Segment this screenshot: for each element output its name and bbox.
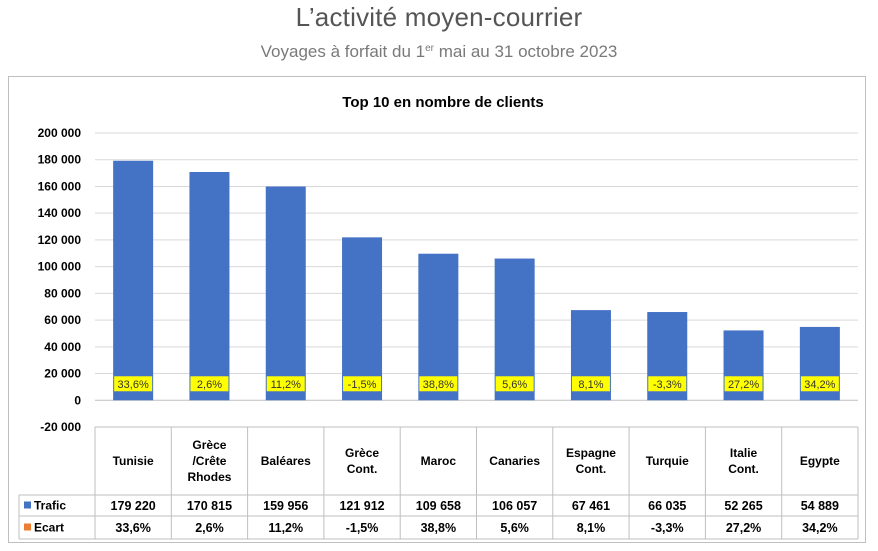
category-label: /Crête (192, 454, 226, 468)
table-value-trafic: 54 889 (801, 499, 839, 513)
table-value-ecart: -1,5% (346, 521, 379, 535)
table-value-ecart: 38,8% (421, 521, 456, 535)
subtitle-suffix: mai au 31 octobre 2023 (434, 42, 618, 61)
data-label-bg (724, 376, 763, 392)
y-tick-label: 200 000 (38, 126, 82, 140)
table-value-trafic: 66 035 (648, 499, 686, 513)
data-label-bg (571, 376, 610, 392)
y-tick-label: -20 000 (40, 420, 81, 434)
data-label-ecart: -3,3% (653, 379, 682, 391)
y-tick-label: 140 000 (38, 206, 82, 220)
bar-trafic (265, 186, 306, 401)
y-tick-label: 100 000 (38, 260, 82, 274)
legend-label-trafic: Trafic (34, 499, 66, 513)
y-tick-label: 60 000 (44, 313, 81, 327)
category-label: Turquie (646, 454, 689, 468)
category-label: Cont. (728, 462, 759, 476)
category-label: Italie (730, 446, 758, 460)
category-label: Grèce (345, 446, 379, 460)
category-label: Maroc (421, 454, 457, 468)
table-value-ecart: 34,2% (802, 521, 837, 535)
data-label-bg (648, 376, 687, 392)
data-label-bg (114, 376, 153, 392)
y-tick-label: 20 000 (44, 367, 81, 381)
subtitle-superscript: er (425, 43, 434, 54)
data-label-ecart: -1,5% (348, 379, 377, 391)
category-label: Canaries (489, 454, 540, 468)
data-label-ecart: 27,2% (728, 379, 759, 391)
category-label: Espagne (566, 446, 616, 460)
data-label-bg (190, 376, 229, 392)
chart-frame: Top 10 en nombre de clients 200 000 180 00… (8, 76, 866, 543)
data-label-ecart: 34,2% (804, 379, 835, 391)
chart-title: Top 10 en nombre de clients (342, 94, 543, 111)
data-label-ecart: 33,6% (118, 379, 149, 391)
category-label: Cont. (576, 462, 607, 476)
table-value-ecart: 8,1% (577, 521, 606, 535)
data-label-bg (800, 376, 839, 392)
y-tick-label: 0 (74, 393, 81, 407)
table-value-ecart: 5,6% (500, 521, 529, 535)
table-value-trafic: 52 265 (724, 499, 762, 513)
bar-trafic (189, 172, 230, 401)
category-label: Cont. (347, 462, 378, 476)
data-label-ecart: 11,2% (271, 379, 302, 391)
table-value-trafic: 109 658 (416, 499, 461, 513)
bar-trafic (113, 160, 154, 401)
data-label-ecart: 8,1% (578, 379, 603, 391)
table-value-ecart: -3,3% (651, 521, 684, 535)
table-value-trafic: 159 956 (263, 499, 308, 513)
legend-key-ecart (24, 523, 31, 531)
data-label-bg (343, 376, 382, 392)
table-value-ecart: 11,2% (268, 521, 303, 535)
y-tick-label: 80 000 (44, 286, 81, 300)
y-tick-label: 160 000 (38, 179, 82, 193)
table-value-ecart: 27,2% (726, 521, 761, 535)
legend-key-trafic (24, 501, 31, 509)
category-label: Egypte (800, 454, 840, 468)
y-tick-label: 180 000 (38, 153, 82, 167)
data-label-bg (419, 376, 458, 392)
data-label-ecart: 38,8% (423, 379, 454, 391)
data-label-ecart: 5,6% (502, 379, 527, 391)
category-label: Tunisie (113, 454, 154, 468)
data-label-ecart: 2,6% (197, 379, 222, 391)
table-value-trafic: 67 461 (572, 499, 610, 513)
page-title: L’activité moyen-courrier (295, 2, 583, 32)
table-value-ecart: 2,6% (195, 521, 224, 535)
table-value-trafic: 179 220 (111, 499, 156, 513)
category-label: Rhodes (187, 470, 231, 484)
y-tick-label: 120 000 (38, 233, 82, 247)
data-label-bg (266, 376, 305, 392)
table-value-ecart: 33,6% (115, 521, 150, 535)
y-tick-label: 40 000 (44, 340, 81, 354)
bar-chart: Top 10 en nombre de clients 200 000 180 00… (18, 94, 859, 540)
subtitle-prefix: Voyages à forfait du 1 (260, 42, 426, 61)
legend-label-ecart: Ecart (34, 521, 64, 535)
table-value-trafic: 121 912 (339, 499, 384, 513)
table-value-trafic: 106 057 (492, 499, 537, 513)
page-subtitle: Voyages à forfait du 1er mai au 31 octob… (0, 42, 878, 62)
category-label: Baléares (261, 454, 311, 468)
data-label-bg (495, 376, 534, 392)
table-value-trafic: 170 815 (187, 499, 232, 513)
bar-trafic (418, 253, 459, 401)
bar-trafic (342, 237, 383, 401)
category-label: Grèce (192, 438, 226, 452)
